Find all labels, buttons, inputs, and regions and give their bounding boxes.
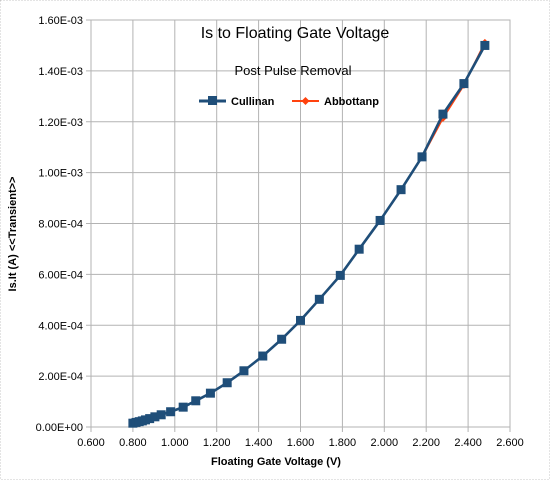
- grid-lines: [86, 19, 511, 432]
- x-tick-label: 1.000: [161, 437, 189, 449]
- data-point-cullinan: [480, 40, 490, 50]
- y-tick-label: 1.00E-03: [38, 168, 83, 180]
- y-tick-label: 1.20E-03: [38, 117, 83, 129]
- x-tick-label: 1.600: [287, 437, 315, 449]
- data-point-cullinan: [205, 388, 215, 398]
- legend-label-cullinan: Cullinan: [231, 96, 275, 108]
- series-line-abbottanp: [132, 42, 486, 425]
- series-layer: [128, 38, 490, 428]
- y-tick-label: 4.00E-04: [38, 320, 83, 332]
- y-tick-label: 6.00E-04: [38, 269, 83, 281]
- data-point-cullinan: [156, 410, 166, 420]
- y-tick-label: 2.00E-04: [38, 371, 83, 383]
- data-point-cullinan: [150, 412, 160, 422]
- x-tick-label: 2.600: [496, 437, 524, 449]
- data-point-cullinan: [145, 414, 155, 424]
- x-tick-label: 0.800: [119, 437, 147, 449]
- series-cullinan: [128, 40, 490, 428]
- data-point-cullinan: [354, 244, 364, 254]
- data-point-cullinan: [222, 378, 232, 388]
- y-tick-label: 8.00E-04: [38, 219, 83, 231]
- x-axis-label: Floating Gate Voltage (V): [211, 456, 341, 468]
- data-point-cullinan: [375, 215, 385, 225]
- data-point-cullinan: [258, 351, 268, 361]
- legend: Cullinan Abbottanp: [199, 96, 379, 108]
- data-point-cullinan: [166, 407, 176, 417]
- data-point-cullinan: [438, 109, 448, 119]
- x-tick-label: 1.200: [203, 437, 231, 449]
- legend-marker-abbottanp: [301, 97, 310, 105]
- y-tick-label: 1.60E-03: [38, 15, 83, 27]
- data-point-cullinan: [277, 334, 287, 344]
- x-tick-label: 1.400: [245, 437, 273, 449]
- y-tick-label: 1.40E-03: [38, 66, 83, 78]
- data-point-cullinan: [459, 79, 469, 89]
- data-point-cullinan: [191, 396, 201, 406]
- y-axis-label: Is.It (A) <<Transient>>: [7, 177, 19, 292]
- x-tick-label: 1.800: [329, 437, 357, 449]
- x-axis-tick-labels: 0.600 0.800 1.000 1.200 1.400 1.600 1.800 2.000…: [77, 437, 524, 449]
- series-abbottanp: [128, 38, 489, 428]
- data-point-cullinan: [335, 270, 345, 280]
- x-tick-label: 2.200: [412, 437, 440, 449]
- chart-title: Is to Floating Gate Voltage: [201, 25, 390, 42]
- series-line-cullinan: [132, 44, 486, 425]
- plot-area: [90, 19, 511, 428]
- x-tick-label: 2.000: [371, 437, 399, 449]
- data-point-cullinan: [178, 402, 188, 412]
- plot-border: [90, 19, 511, 428]
- chart-subtitle: Post Pulse Removal: [234, 63, 351, 78]
- data-point-cullinan: [314, 294, 324, 304]
- legend-marker-cullinan: [208, 96, 217, 105]
- data-point-cullinan: [239, 366, 249, 376]
- data-point-cullinan: [296, 315, 305, 325]
- y-tick-label: 0.00E+00: [36, 422, 83, 434]
- legend-label-abbottanp: Abbottanp: [324, 96, 379, 108]
- x-tick-label: 2.400: [454, 437, 482, 449]
- data-point-cullinan: [396, 185, 406, 195]
- y-axis-tick-labels: 0.00E+00 2.00E-04 4.00E-04 6.00E-04 8.00E-04…: [36, 15, 83, 434]
- x-tick-label: 0.600: [77, 437, 105, 449]
- data-point-cullinan: [417, 152, 427, 162]
